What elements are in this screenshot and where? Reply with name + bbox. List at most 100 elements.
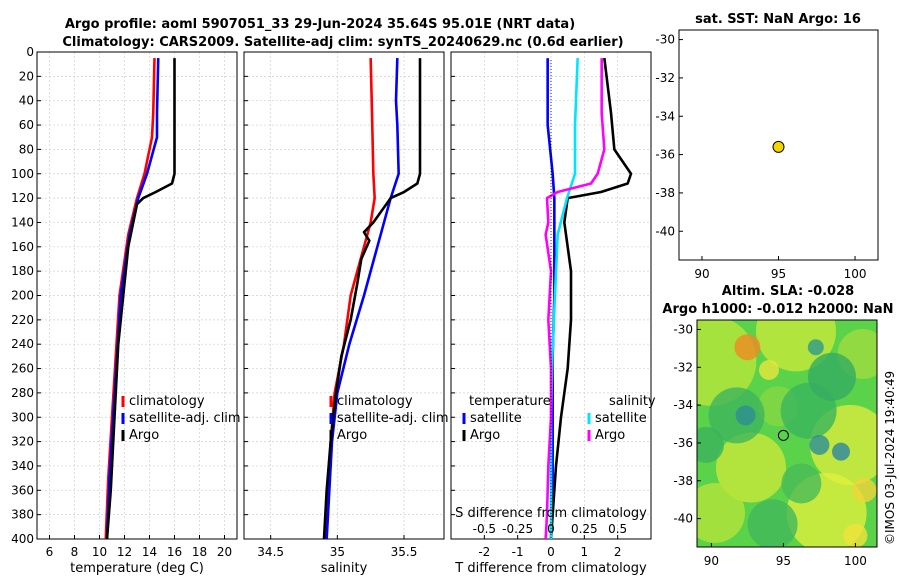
y-tick-label: -36 <box>655 148 675 162</box>
legend-label: Argo <box>129 428 159 443</box>
x-tick-label: 12 <box>117 545 132 559</box>
sla-patch <box>735 405 756 426</box>
sla-patch <box>734 334 761 361</box>
sla-patch <box>716 432 786 503</box>
y-tick-label: 20 <box>19 69 34 83</box>
y-tick-label: 360 <box>11 483 34 497</box>
y-tick-label: 300 <box>11 410 34 424</box>
sla-patch <box>807 339 824 356</box>
s-tick-label: -0.25 <box>502 522 533 536</box>
sla-patch <box>808 352 856 401</box>
x-tick-label: 95 <box>771 267 786 281</box>
profile-marker <box>772 140 785 153</box>
salinity-panel: 34.5 35 35.5 salinity climatology satellite-a… <box>243 51 449 576</box>
x-tick-label: 10 <box>92 545 107 559</box>
y-tick-label: -30 <box>655 33 675 47</box>
x-tick-label: 18 <box>192 545 207 559</box>
series-line <box>544 58 606 539</box>
s-tick-label: 0.25 <box>571 522 598 536</box>
legend-label: Argo <box>337 428 367 443</box>
sla-map: 90 95 100 -30 -32 -34 -36 -38 -40 <box>673 319 878 568</box>
legend-label: satellite <box>595 411 647 426</box>
legend-title: temperature <box>469 394 551 409</box>
sla-patch <box>756 320 836 372</box>
y-tick-label: 240 <box>11 337 34 351</box>
y-tick-label: -34 <box>673 398 693 412</box>
sla-patch <box>832 442 850 461</box>
y-tick-label: -32 <box>673 360 693 374</box>
y-tick-label: 100 <box>11 167 34 181</box>
x-tick-label: 90 <box>694 267 709 281</box>
altim-title: Altim. SLA: -0.028 <box>722 284 854 299</box>
series-line <box>325 58 400 539</box>
x-tick-label: 20 <box>217 545 232 559</box>
y-tick-label: 400 <box>11 532 34 546</box>
series-line <box>105 58 176 539</box>
y-tick-label: 140 <box>11 215 34 229</box>
x-axis-label: T difference from climatology <box>454 561 647 576</box>
y-tick-label: -36 <box>673 436 693 450</box>
y-tick-label: -40 <box>655 224 675 238</box>
legend-label: satellite <box>470 411 522 426</box>
x-tick-label: -2 <box>478 545 490 559</box>
y-tick-label: 380 <box>11 508 34 522</box>
legend-label: satellite-adj. clim <box>129 411 241 426</box>
x-tick-label: 100 <box>844 554 867 568</box>
y-tick-label: 60 <box>19 118 34 132</box>
y-tick-label: -32 <box>655 71 675 85</box>
x-tick-label: -1 <box>512 545 524 559</box>
sla-patch <box>781 463 822 504</box>
series-line <box>322 58 422 539</box>
sla-patch <box>843 523 868 547</box>
s-axis-label: S difference from climatology <box>455 506 647 521</box>
copyright-label: ©IMOS 03-Jul-2024 19:40:49 <box>883 371 897 545</box>
y-tick-label: 180 <box>11 264 34 278</box>
series-line <box>105 58 160 539</box>
s-tick-label: 0.5 <box>608 522 627 536</box>
sla-patch <box>759 359 779 380</box>
x-tick-label: 1 <box>581 545 589 559</box>
y-tick-label: 320 <box>11 435 34 449</box>
y-tick-label: -40 <box>673 512 693 526</box>
x-tick-label: 95 <box>776 554 791 568</box>
profile-marker <box>777 429 789 441</box>
x-tick-label: 35.5 <box>391 545 418 559</box>
axes-frame <box>696 319 878 548</box>
difference-panel: -2 -1 0 1 2 T difference from climatology S di… <box>450 51 656 576</box>
y-tick-label: 280 <box>11 386 34 400</box>
x-tick-label: 6 <box>46 545 54 559</box>
temperature-panel: 6 8 10 12 14 16 18 2002040608010012014016018020… <box>11 45 241 576</box>
title-line-2: Climatology: CARS2009. Satellite-adj cli… <box>62 35 623 50</box>
sla-patch <box>852 478 877 503</box>
legend-label: climatology <box>337 394 413 409</box>
sst-map: 90 95 100 -30 -32 -34 -36 -38 -40 <box>655 29 879 281</box>
s-tick-label: -0.5 <box>473 522 496 536</box>
sla-patch <box>747 499 798 547</box>
s-tick-label: 0 <box>547 522 555 536</box>
y-tick-label: 260 <box>11 362 34 376</box>
x-tick-label: 2 <box>614 545 622 559</box>
series-line <box>546 58 556 539</box>
y-tick-label: 200 <box>11 289 34 303</box>
sst-title: sat. SST: NaN Argo: 16 <box>695 12 861 27</box>
x-tick-label: 100 <box>844 267 867 281</box>
y-tick-label: 120 <box>11 191 34 205</box>
y-tick-label: 160 <box>11 240 34 254</box>
sla-patch <box>697 482 745 543</box>
legend-label: satellite-adj. clim <box>337 411 449 426</box>
y-tick-label: 0 <box>26 45 34 59</box>
legend-label: Argo <box>470 428 500 443</box>
x-axis-label: temperature (deg C) <box>70 561 204 576</box>
legend-title: salinity <box>609 394 656 409</box>
y-tick-label: -38 <box>655 186 675 200</box>
legend-label: climatology <box>129 394 205 409</box>
x-tick-label: 35 <box>330 545 345 559</box>
legend-label: Argo <box>595 428 625 443</box>
y-tick-label: 80 <box>19 142 34 156</box>
x-tick-label: 14 <box>142 545 157 559</box>
sla-patch <box>809 434 830 455</box>
x-tick-label: 0 <box>547 545 555 559</box>
y-tick-label: 340 <box>11 459 34 473</box>
series-line <box>549 57 633 539</box>
title-line-1: Argo profile: aoml 5907051_33 29-Jun-202… <box>65 17 575 32</box>
